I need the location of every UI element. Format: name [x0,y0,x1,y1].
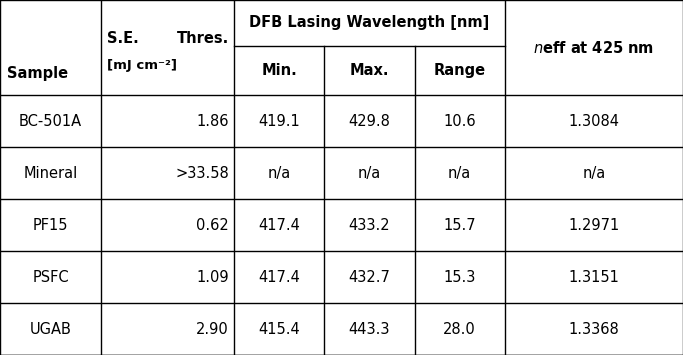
Text: Min.: Min. [262,63,297,78]
Text: 28.0: 28.0 [443,322,476,337]
Text: 419.1: 419.1 [258,114,301,129]
Text: 1.2971: 1.2971 [568,218,619,233]
Text: DFB Lasing Wavelength [nm]: DFB Lasing Wavelength [nm] [249,15,490,30]
Text: 1.3151: 1.3151 [568,269,619,285]
Text: 10.6: 10.6 [443,114,476,129]
Text: $\it{n}$eff at 425 nm: $\it{n}$eff at 425 nm [533,39,654,56]
Text: n/a: n/a [582,165,606,181]
Text: n/a: n/a [268,165,291,181]
Text: 0.62: 0.62 [196,218,229,233]
Text: UGAB: UGAB [29,322,72,337]
Text: 1.86: 1.86 [196,114,229,129]
Text: Thres.: Thres. [176,31,229,46]
Text: Mineral: Mineral [23,165,78,181]
Text: n/a: n/a [448,165,471,181]
Text: 1.09: 1.09 [196,269,229,285]
Text: 417.4: 417.4 [258,269,301,285]
Text: BC-501A: BC-501A [19,114,82,129]
Text: Sample: Sample [7,66,68,81]
Text: 429.8: 429.8 [348,114,391,129]
Text: 433.2: 433.2 [349,218,390,233]
Text: 15.7: 15.7 [443,218,476,233]
Text: 1.3368: 1.3368 [568,322,619,337]
Text: 415.4: 415.4 [258,322,301,337]
Text: 432.7: 432.7 [348,269,391,285]
Text: >33.58: >33.58 [175,165,229,181]
Text: Max.: Max. [350,63,389,78]
Text: 1.3084: 1.3084 [568,114,619,129]
Text: [mJ cm⁻²]: [mJ cm⁻²] [107,59,176,72]
Text: PSFC: PSFC [32,269,69,285]
Text: 443.3: 443.3 [349,322,390,337]
Text: PF15: PF15 [33,218,68,233]
Text: 15.3: 15.3 [443,269,476,285]
Text: Range: Range [434,63,486,78]
Text: n/a: n/a [358,165,381,181]
Text: S.E.: S.E. [107,31,138,46]
Text: 417.4: 417.4 [258,218,301,233]
Text: 2.90: 2.90 [196,322,229,337]
